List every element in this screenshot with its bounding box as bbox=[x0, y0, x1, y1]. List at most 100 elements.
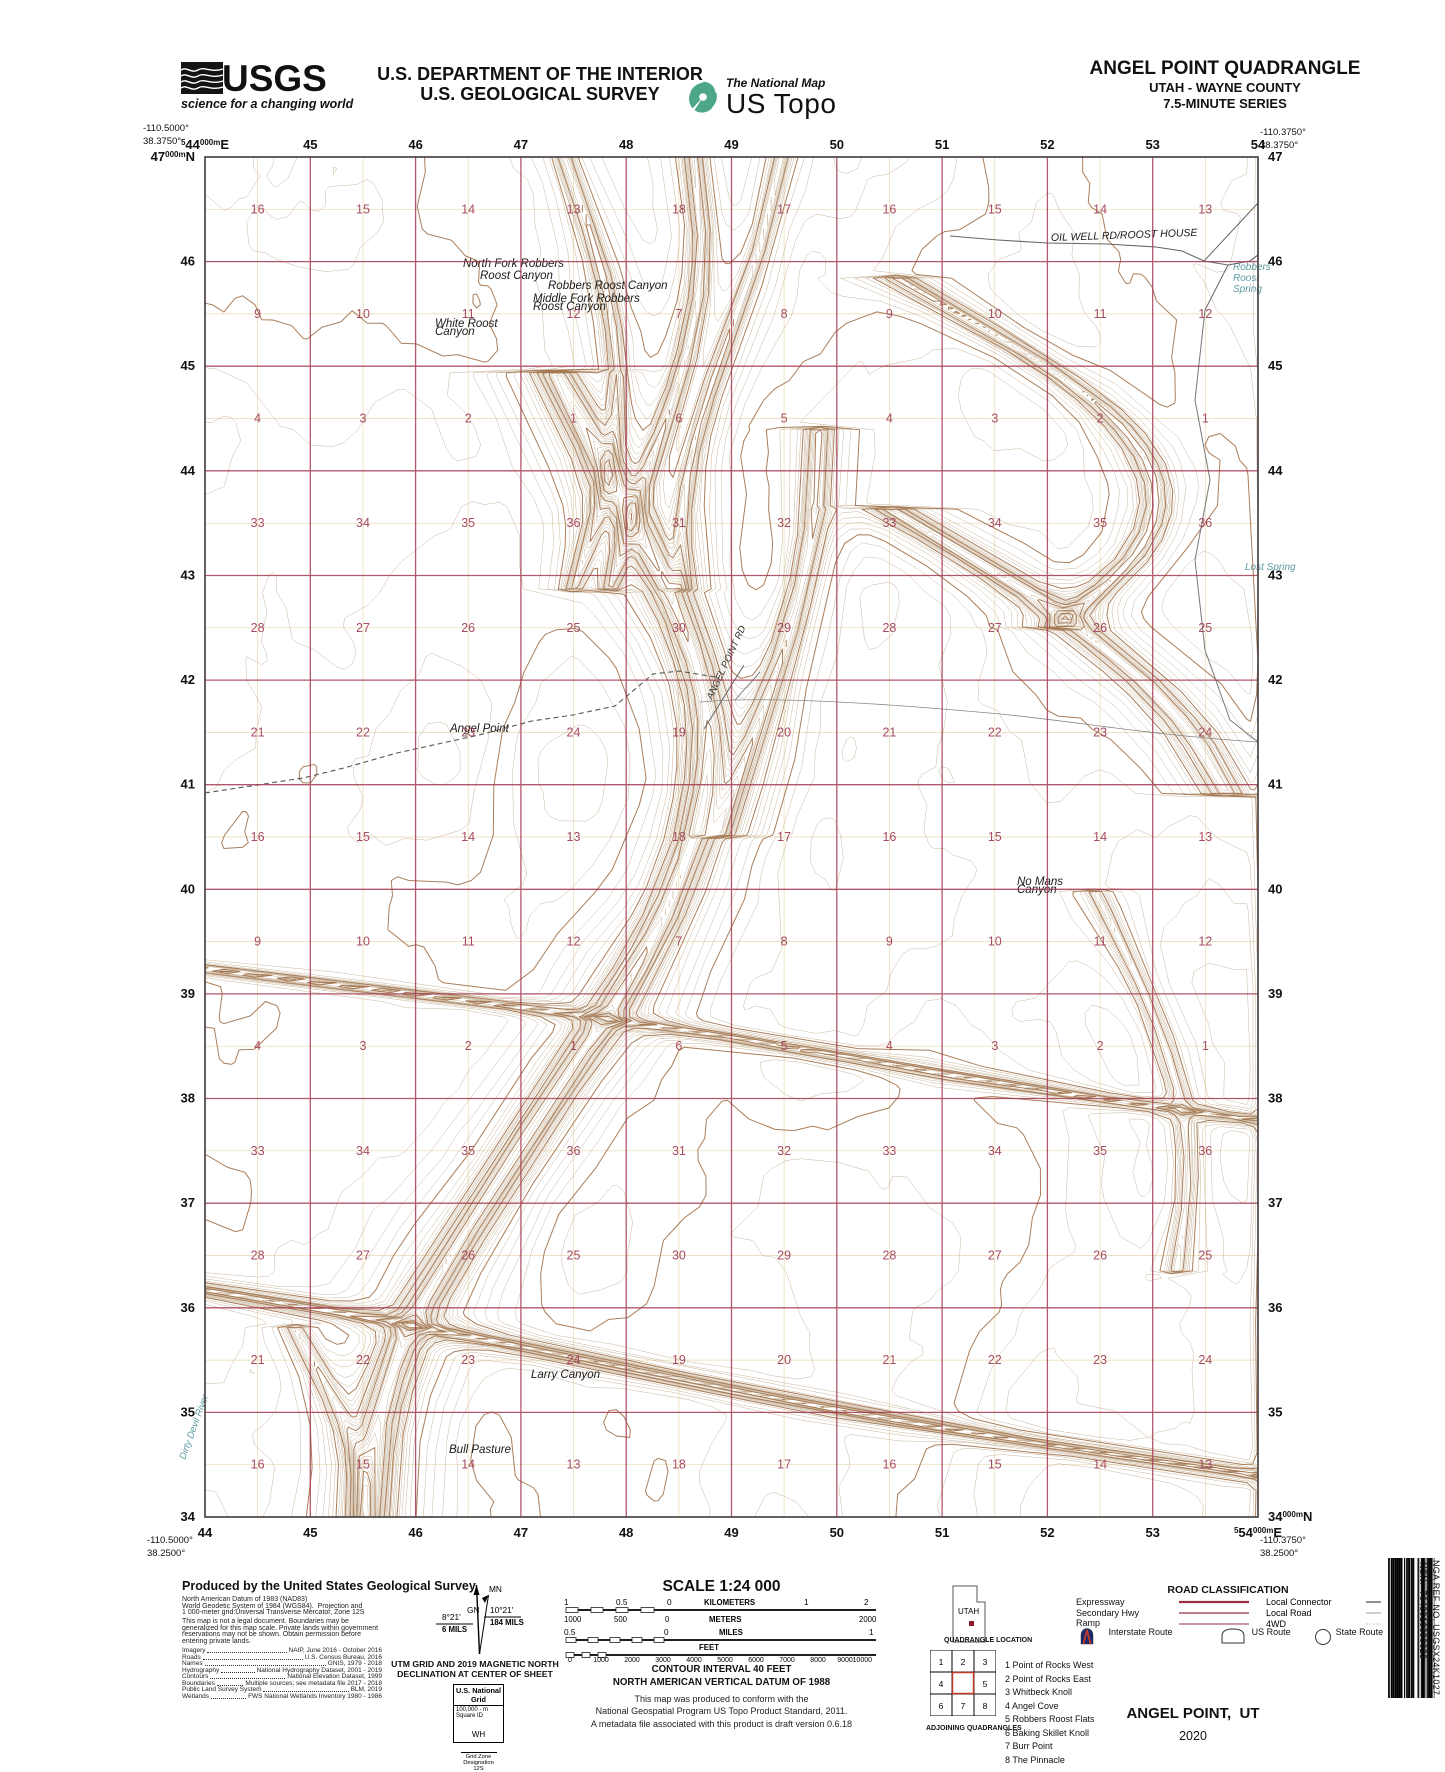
svg-text:10000: 10000 bbox=[853, 1657, 873, 1663]
svg-text:34: 34 bbox=[356, 516, 370, 530]
svg-text:14: 14 bbox=[461, 1458, 475, 1472]
svg-text:34000mN: 34000mN bbox=[1268, 1509, 1312, 1524]
svg-text:23: 23 bbox=[1093, 1353, 1107, 1367]
svg-text:6: 6 bbox=[675, 412, 682, 426]
svg-text:22: 22 bbox=[356, 1353, 370, 1367]
svg-text:11: 11 bbox=[462, 307, 475, 321]
svg-text:27: 27 bbox=[356, 1249, 370, 1263]
svg-text:11: 11 bbox=[462, 935, 475, 949]
svg-text:47: 47 bbox=[514, 137, 528, 152]
svg-text:13: 13 bbox=[567, 202, 581, 216]
svg-text:22: 22 bbox=[988, 725, 1002, 739]
svg-text:34: 34 bbox=[988, 516, 1002, 530]
svg-text:23: 23 bbox=[461, 725, 475, 739]
svg-text:2: 2 bbox=[465, 412, 472, 426]
svg-text:8: 8 bbox=[983, 1701, 988, 1711]
svg-text:1000: 1000 bbox=[593, 1657, 609, 1663]
svg-text:46: 46 bbox=[408, 1525, 422, 1540]
svg-text:8: 8 bbox=[781, 307, 788, 321]
svg-text:38: 38 bbox=[1268, 1091, 1282, 1106]
svg-text:Larry Canyon: Larry Canyon bbox=[531, 1369, 600, 1381]
svg-text:21: 21 bbox=[251, 1353, 265, 1367]
svg-text:1000: 1000 bbox=[564, 1615, 582, 1624]
svg-text:5: 5 bbox=[781, 1039, 788, 1053]
svg-text:26: 26 bbox=[461, 1249, 475, 1263]
svg-text:29: 29 bbox=[777, 621, 791, 635]
svg-text:26: 26 bbox=[461, 621, 475, 635]
svg-text:11: 11 bbox=[1094, 935, 1107, 949]
svg-text:15: 15 bbox=[988, 830, 1002, 844]
svg-text:2: 2 bbox=[1097, 412, 1104, 426]
svg-text:Robbers: Robbers bbox=[1233, 262, 1271, 273]
svg-text:KILOMETERS: KILOMETERS bbox=[704, 1598, 755, 1607]
svg-text:38: 38 bbox=[181, 1091, 195, 1106]
svg-text:45: 45 bbox=[303, 1525, 317, 1540]
svg-text:Robbers Roost Canyon: Robbers Roost Canyon bbox=[548, 280, 668, 292]
svg-text:0: 0 bbox=[568, 1657, 572, 1663]
svg-text:-110.3750°: -110.3750° bbox=[1260, 1535, 1306, 1546]
svg-text:13: 13 bbox=[1198, 202, 1212, 216]
svg-text:Local Road: Local Road bbox=[1266, 1608, 1312, 1618]
svg-text:47000mN: 47000mN bbox=[151, 149, 195, 164]
svg-text:51: 51 bbox=[935, 137, 949, 152]
svg-text:29: 29 bbox=[777, 1249, 791, 1263]
svg-text:31: 31 bbox=[672, 516, 686, 530]
svg-text:7000: 7000 bbox=[779, 1657, 795, 1663]
svg-text:1: 1 bbox=[564, 1598, 569, 1607]
svg-text:14: 14 bbox=[461, 830, 475, 844]
svg-text:33: 33 bbox=[882, 516, 896, 530]
svg-text:33: 33 bbox=[882, 1144, 896, 1158]
svg-text:36: 36 bbox=[567, 1144, 581, 1158]
svg-text:50: 50 bbox=[830, 1525, 844, 1540]
svg-text:9: 9 bbox=[886, 307, 893, 321]
svg-text:17: 17 bbox=[777, 202, 791, 216]
svg-text:16: 16 bbox=[882, 1458, 896, 1472]
svg-text:7: 7 bbox=[675, 307, 682, 321]
svg-text:16: 16 bbox=[251, 202, 265, 216]
svg-text:12: 12 bbox=[567, 935, 581, 949]
svg-text:4: 4 bbox=[939, 1679, 944, 1689]
svg-text:32: 32 bbox=[777, 516, 791, 530]
svg-text:9: 9 bbox=[254, 935, 261, 949]
svg-text:4: 4 bbox=[254, 412, 261, 426]
svg-text:10: 10 bbox=[988, 935, 1002, 949]
svg-text:3: 3 bbox=[991, 1039, 998, 1053]
svg-text:36: 36 bbox=[1198, 516, 1212, 530]
svg-text:Canyon: Canyon bbox=[1017, 884, 1057, 896]
svg-text:4000: 4000 bbox=[686, 1657, 702, 1663]
svg-text:24: 24 bbox=[567, 725, 581, 739]
svg-text:30: 30 bbox=[672, 1249, 686, 1263]
svg-text:44: 44 bbox=[198, 1525, 213, 1540]
svg-text:16: 16 bbox=[882, 830, 896, 844]
svg-text:51: 51 bbox=[935, 1525, 949, 1540]
svg-text:27: 27 bbox=[988, 1249, 1002, 1263]
svg-text:21: 21 bbox=[882, 725, 896, 739]
svg-text:23: 23 bbox=[1093, 725, 1107, 739]
svg-text:36: 36 bbox=[1268, 1300, 1282, 1315]
svg-text:17: 17 bbox=[777, 1458, 791, 1472]
svg-text:10: 10 bbox=[356, 935, 370, 949]
svg-text:41: 41 bbox=[181, 777, 195, 792]
svg-text:18: 18 bbox=[672, 830, 686, 844]
svg-text:5: 5 bbox=[781, 412, 788, 426]
svg-text:3: 3 bbox=[360, 1039, 367, 1053]
svg-text:19: 19 bbox=[672, 725, 686, 739]
svg-text:METERS: METERS bbox=[709, 1615, 742, 1624]
svg-text:42: 42 bbox=[181, 672, 195, 687]
svg-text:12: 12 bbox=[1198, 307, 1212, 321]
svg-text:45: 45 bbox=[181, 358, 195, 373]
svg-text:16: 16 bbox=[882, 202, 896, 216]
svg-text:2: 2 bbox=[864, 1598, 869, 1607]
svg-text:13: 13 bbox=[1198, 830, 1212, 844]
svg-text:0: 0 bbox=[664, 1627, 669, 1637]
svg-text:35: 35 bbox=[461, 516, 475, 530]
svg-text:34: 34 bbox=[988, 1144, 1002, 1158]
svg-text:6 MILS: 6 MILS bbox=[442, 1625, 467, 1634]
svg-text:3: 3 bbox=[991, 412, 998, 426]
svg-text:31: 31 bbox=[672, 1144, 686, 1158]
svg-text:15: 15 bbox=[356, 830, 370, 844]
svg-text:1: 1 bbox=[570, 1039, 577, 1053]
svg-text:-110.3750°: -110.3750° bbox=[1260, 127, 1306, 138]
svg-text:46: 46 bbox=[181, 254, 195, 269]
svg-text:2: 2 bbox=[465, 1039, 472, 1053]
